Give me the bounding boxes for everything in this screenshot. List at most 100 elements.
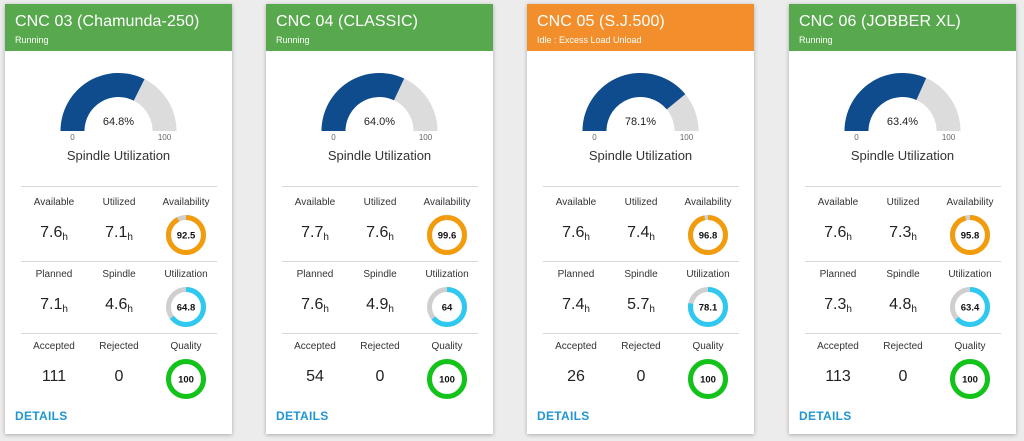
planned-stat: Planned 7.6h bbox=[282, 258, 348, 315]
available-stat: Available 7.6h bbox=[21, 186, 87, 243]
spindle-value: 4.9 bbox=[366, 296, 389, 313]
quality-stat: Quality 100 bbox=[153, 330, 219, 399]
gauge-min-label: 0 bbox=[331, 133, 336, 142]
gauge-value: 78.1% bbox=[625, 116, 656, 128]
availability-row: Available 7.7h Utilized 7.6h Availability 99.… bbox=[282, 186, 478, 258]
utilization-label: Utilization bbox=[948, 269, 992, 280]
machine-title: CNC 06 (JOBBER XL) bbox=[799, 13, 961, 30]
accepted-stat: Accepted 54 bbox=[282, 330, 348, 386]
rejected-value: 0 bbox=[375, 368, 385, 385]
spindle-value-wrap: 5.7h bbox=[608, 296, 674, 315]
rejected-label: Rejected bbox=[360, 341, 400, 352]
rejected-value-wrap: 0 bbox=[86, 368, 152, 386]
quality-label: Quality bbox=[954, 341, 986, 352]
gauge-min-label: 0 bbox=[70, 133, 75, 142]
utilized-value-wrap: 7.4h bbox=[608, 224, 674, 243]
machine-card: CNC 06 (JOBBER XL) Running 63.4% 0 100 Spindl… bbox=[789, 4, 1016, 434]
planned-unit: h bbox=[62, 304, 68, 315]
quality-row: Accepted 111 Rejected 0 Quality 100 bbox=[21, 330, 217, 402]
details-link[interactable]: DETAILS bbox=[799, 409, 852, 423]
available-unit: h bbox=[323, 232, 329, 243]
rejected-value-wrap: 0 bbox=[347, 368, 413, 386]
details-link[interactable]: DETAILS bbox=[276, 409, 329, 423]
available-stat: Available 7.7h bbox=[282, 186, 348, 243]
available-value-wrap: 7.6h bbox=[805, 224, 871, 243]
utilized-label: Utilized bbox=[363, 197, 397, 208]
rejected-stat: Rejected 0 bbox=[86, 330, 152, 386]
planned-value-wrap: 7.4h bbox=[543, 296, 609, 315]
spindle-utilization-gauge: 78.1% 0 100 Spindle Utilization bbox=[527, 51, 754, 163]
machine-card: CNC 05 (S.J.500) Idle : Excess Load Unloa… bbox=[527, 4, 754, 434]
gauge-fill bbox=[60, 73, 145, 131]
availability-stat: Availability 95.8 bbox=[937, 186, 1003, 255]
accepted-label: Accepted bbox=[33, 341, 75, 352]
gauge-min-label: 0 bbox=[592, 133, 597, 142]
availability-row: Available 7.6h Utilized 7.3h Availability 95.… bbox=[805, 186, 1001, 258]
quality-ring: 100 bbox=[688, 359, 728, 399]
utilized-unit: h bbox=[649, 232, 655, 243]
gauge-fill bbox=[844, 72, 927, 131]
planned-value: 7.6 bbox=[301, 296, 324, 313]
machine-status: Running bbox=[15, 35, 49, 45]
ring-fill bbox=[950, 215, 990, 255]
row-divider bbox=[543, 261, 739, 262]
available-stat: Available 7.6h bbox=[543, 186, 609, 243]
row-divider bbox=[805, 333, 1001, 334]
gauge-max-label: 100 bbox=[942, 133, 956, 142]
spindle-label: Spindle bbox=[102, 269, 136, 280]
quality-row: Accepted 26 Rejected 0 Quality 100 bbox=[543, 330, 739, 402]
accepted-label: Accepted bbox=[817, 341, 859, 352]
ring-fill bbox=[166, 359, 206, 399]
utilized-stat: Utilized 7.3h bbox=[870, 186, 936, 243]
rejected-value-wrap: 0 bbox=[608, 368, 674, 386]
rejected-value: 0 bbox=[898, 368, 908, 385]
quality-stat: Quality 100 bbox=[414, 330, 480, 399]
available-value-wrap: 7.6h bbox=[543, 224, 609, 243]
spindle-value: 5.7 bbox=[627, 296, 650, 313]
utilization-row: Planned 7.6h Spindle 4.9h Utilization 64 bbox=[282, 258, 478, 330]
spindle-label: Spindle bbox=[363, 269, 397, 280]
utilization-row: Planned 7.3h Spindle 4.8h Utilization 63.4 bbox=[805, 258, 1001, 330]
gauge-max-label: 100 bbox=[419, 133, 433, 142]
details-link[interactable]: DETAILS bbox=[537, 409, 590, 423]
utilization-row: Planned 7.4h Spindle 5.7h Utilization 78.1 bbox=[543, 258, 739, 330]
utilized-unit: h bbox=[911, 232, 917, 243]
availability-row: Available 7.6h Utilized 7.1h Availability 92.… bbox=[21, 186, 217, 258]
gauge-min-label: 0 bbox=[854, 133, 859, 142]
utilization-ring: 63.4 bbox=[950, 287, 990, 327]
spindle-unit: h bbox=[127, 304, 133, 315]
quality-ring: 100 bbox=[427, 359, 467, 399]
utilized-label: Utilized bbox=[886, 197, 920, 208]
ring-value: 64.8 bbox=[177, 303, 196, 314]
spindle-gauge: 78.1% 0 100 bbox=[582, 73, 699, 142]
spindle-unit: h bbox=[649, 304, 655, 315]
available-value: 7.6 bbox=[824, 224, 847, 241]
ring-fill bbox=[688, 287, 728, 327]
ring-fill bbox=[950, 287, 990, 327]
available-value: 7.6 bbox=[562, 224, 585, 241]
ring-value: 100 bbox=[962, 375, 978, 386]
spindle-value-wrap: 4.6h bbox=[86, 296, 152, 315]
spindle-stat: Spindle 4.8h bbox=[870, 258, 936, 315]
ring-fill bbox=[166, 215, 206, 255]
spindle-unit: h bbox=[388, 304, 394, 315]
availability-label: Availability bbox=[162, 197, 210, 208]
machine-card: CNC 04 (CLASSIC) Running 64.0% 0 100 Spindle … bbox=[266, 4, 493, 434]
machine-status: Idle : Excess Load Unload bbox=[537, 35, 642, 45]
available-label: Available bbox=[555, 197, 597, 208]
ring-fill bbox=[688, 359, 728, 399]
gauge-value: 64.0% bbox=[364, 116, 395, 128]
planned-label: Planned bbox=[557, 269, 595, 280]
accepted-stat: Accepted 113 bbox=[805, 330, 871, 386]
quality-stat: Quality 100 bbox=[675, 330, 741, 399]
quality-stat: Quality 100 bbox=[937, 330, 1003, 399]
accepted-stat: Accepted 111 bbox=[21, 330, 87, 386]
spindle-gauge: 64.8% 0 100 bbox=[60, 73, 177, 142]
utilized-stat: Utilized 7.1h bbox=[86, 186, 152, 243]
card-header: CNC 05 (S.J.500) Idle : Excess Load Unloa… bbox=[527, 4, 754, 51]
details-link[interactable]: DETAILS bbox=[15, 409, 68, 423]
planned-value: 7.3 bbox=[824, 296, 847, 313]
utilization-ring: 64.8 bbox=[166, 287, 206, 327]
row-divider bbox=[543, 333, 739, 334]
utilized-label: Utilized bbox=[102, 197, 136, 208]
